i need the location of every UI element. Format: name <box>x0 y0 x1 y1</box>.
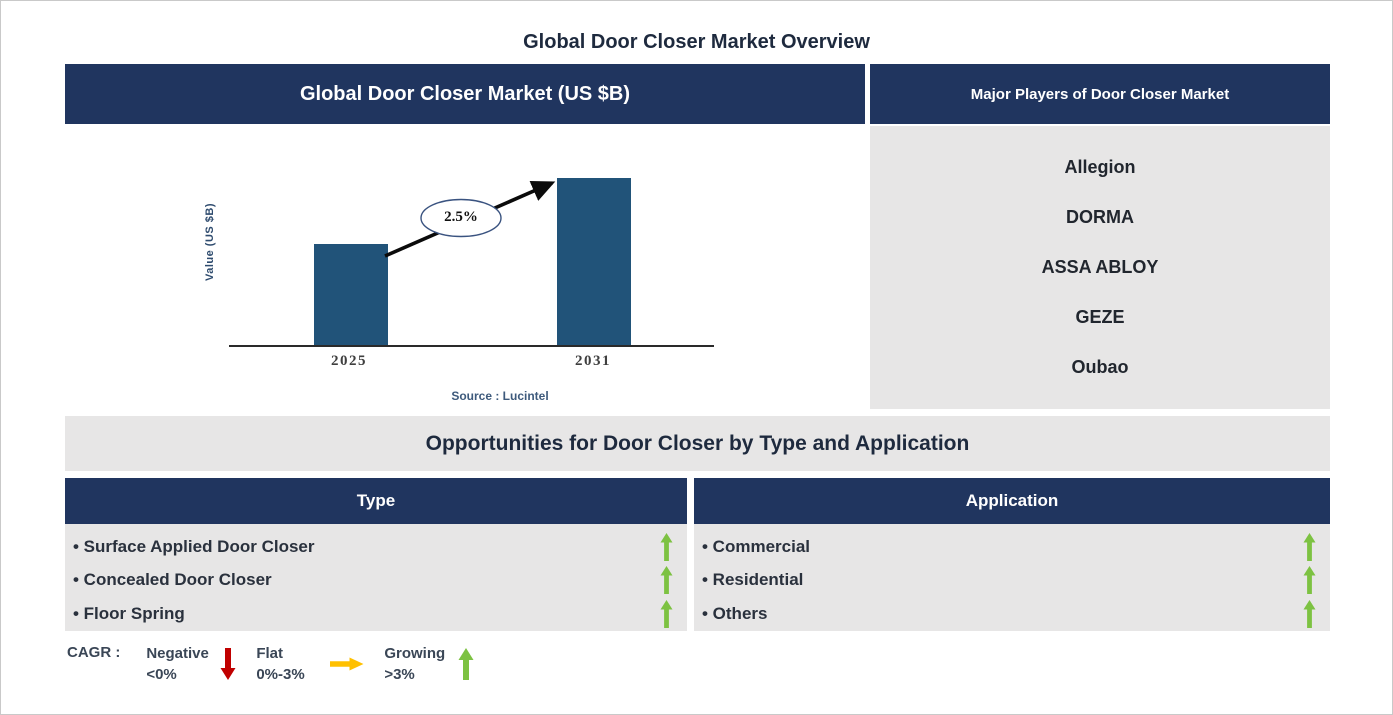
legend-entry-text: Negative <0% <box>146 643 214 685</box>
application-header: Application <box>694 478 1330 524</box>
legend-entries: Negative <0% Flat 0%-3% Growing >3% <box>146 643 494 685</box>
type-item-label: • Concealed Door Closer <box>73 570 272 590</box>
application-item: • Commercial <box>702 532 1316 562</box>
application-item: • Residential <box>702 565 1316 595</box>
type-item: • Concealed Door Closer <box>73 565 673 595</box>
application-list: • Commercial • Residential • Others <box>694 524 1330 631</box>
player-item: DORMA <box>1066 206 1134 227</box>
type-item-label: • Surface Applied Door Closer <box>73 536 315 556</box>
x-tick-2031: 2031 <box>575 353 611 369</box>
type-item: • Floor Spring <box>73 599 673 629</box>
opportunities-title: Opportunities for Door Closer by Type an… <box>65 416 1330 471</box>
players-list: Allegion DORMA ASSA ABLOY GEZE Oubao <box>870 126 1330 409</box>
application-item-label: • Others <box>702 604 768 624</box>
trend-up-icon <box>660 566 673 595</box>
application-item-label: • Commercial <box>702 536 810 556</box>
trend-up-icon <box>1303 532 1316 561</box>
arrow-up-icon <box>458 648 474 680</box>
market-bar-chart: Value (US $B) 2.5% 2025 2031 Source : Lu… <box>65 124 865 414</box>
source-note: Source : Lucintel <box>451 389 549 403</box>
growth-arrow-graphic <box>384 181 556 258</box>
player-item: Allegion <box>1064 156 1136 177</box>
chart-panel-header: Global Door Closer Market (US $B) <box>65 64 865 124</box>
type-list: • Surface Applied Door Closer • Concealed… <box>65 524 687 631</box>
legend-entry-text: Flat 0%-3% <box>256 643 324 685</box>
type-item: • Surface Applied Door Closer <box>73 532 673 562</box>
arrow-right-icon <box>330 657 364 671</box>
x-axis-line <box>229 345 714 347</box>
legend-entry: Flat 0%-3% <box>256 643 374 685</box>
type-item-label: • Floor Spring <box>73 604 185 624</box>
trend-up-icon <box>1303 566 1316 595</box>
legend-entry: Negative <0% <box>146 643 246 685</box>
legend-entry-range: 0%-3% <box>256 666 305 683</box>
trend-up-icon <box>660 600 673 629</box>
arrow-down-icon <box>220 648 236 680</box>
page-title: Global Door Closer Market Overview <box>523 31 870 53</box>
player-item: Oubao <box>1071 357 1129 378</box>
type-panel: Type • Surface Applied Door Closer • Conc… <box>65 478 687 631</box>
legend-entry-name: Negative <box>146 645 209 662</box>
type-header: Type <box>65 478 687 524</box>
legend-entry-range: >3% <box>384 666 415 683</box>
player-item: ASSA ABLOY <box>1041 256 1159 277</box>
players-panel-header: Major Players of Door Closer Market <box>870 64 1330 124</box>
player-item: GEZE <box>1075 307 1125 328</box>
legend-entry-name: Growing <box>384 645 446 662</box>
legend-entry-range: <0% <box>146 666 177 683</box>
bar-2031 <box>557 178 631 346</box>
application-item: • Others <box>702 599 1316 629</box>
x-tick-2025: 2025 <box>331 353 367 369</box>
cagr-legend-label: CAGR : <box>67 644 121 661</box>
legend-entry-name: Flat <box>256 645 283 662</box>
cagr-legend: CAGR : Negative <0% Flat 0%-3% Growing >3% <box>67 643 494 685</box>
trend-up-icon <box>1303 600 1316 629</box>
legend-entry: Growing >3% <box>384 643 484 685</box>
trend-up-icon <box>660 532 673 561</box>
cagr-annotation: 2.5% <box>444 209 478 225</box>
legend-entry-text: Growing >3% <box>384 643 452 685</box>
application-panel: Application • Commercial • Residential • O… <box>694 478 1330 631</box>
bar-2025 <box>314 244 388 346</box>
application-item-label: • Residential <box>702 570 804 590</box>
